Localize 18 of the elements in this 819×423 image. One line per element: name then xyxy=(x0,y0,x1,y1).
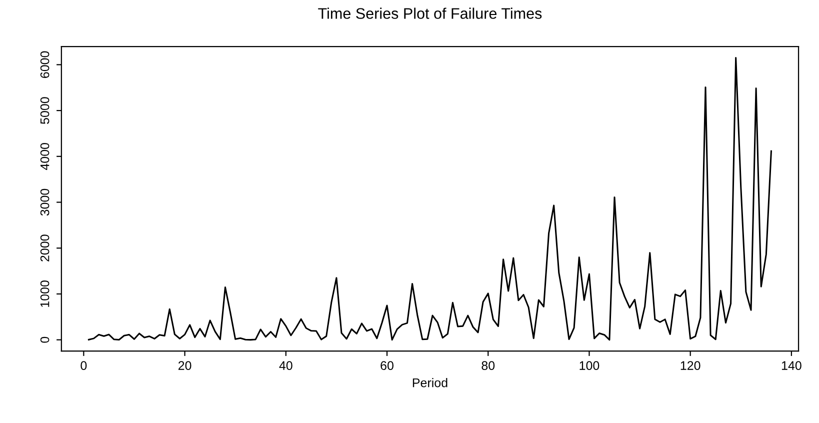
x-tick-label: 60 xyxy=(380,361,394,370)
chart-title: Time Series Plot of Failure Times xyxy=(318,8,542,19)
line-series xyxy=(88,57,772,341)
x-axis-title: Period xyxy=(412,378,448,388)
y-tick-label: 1000 xyxy=(40,280,50,307)
x-tick-label: 80 xyxy=(482,361,495,370)
x-tick-label: 40 xyxy=(279,361,292,370)
x-tick-label: 140 xyxy=(782,361,802,370)
x-tick-label: 20 xyxy=(178,361,192,370)
x-tick-label: 100 xyxy=(580,361,600,370)
y-tick-label: 5000 xyxy=(40,97,50,124)
y-tick-label: 0 xyxy=(40,336,50,343)
y-tick-label: 2000 xyxy=(40,234,50,262)
y-tick-label: 4000 xyxy=(40,142,50,170)
y-tick-label: 6000 xyxy=(40,51,50,78)
x-tick-label: 120 xyxy=(680,361,700,370)
y-tick-label: 3000 xyxy=(40,188,50,216)
x-tick-label: 0 xyxy=(80,361,87,370)
